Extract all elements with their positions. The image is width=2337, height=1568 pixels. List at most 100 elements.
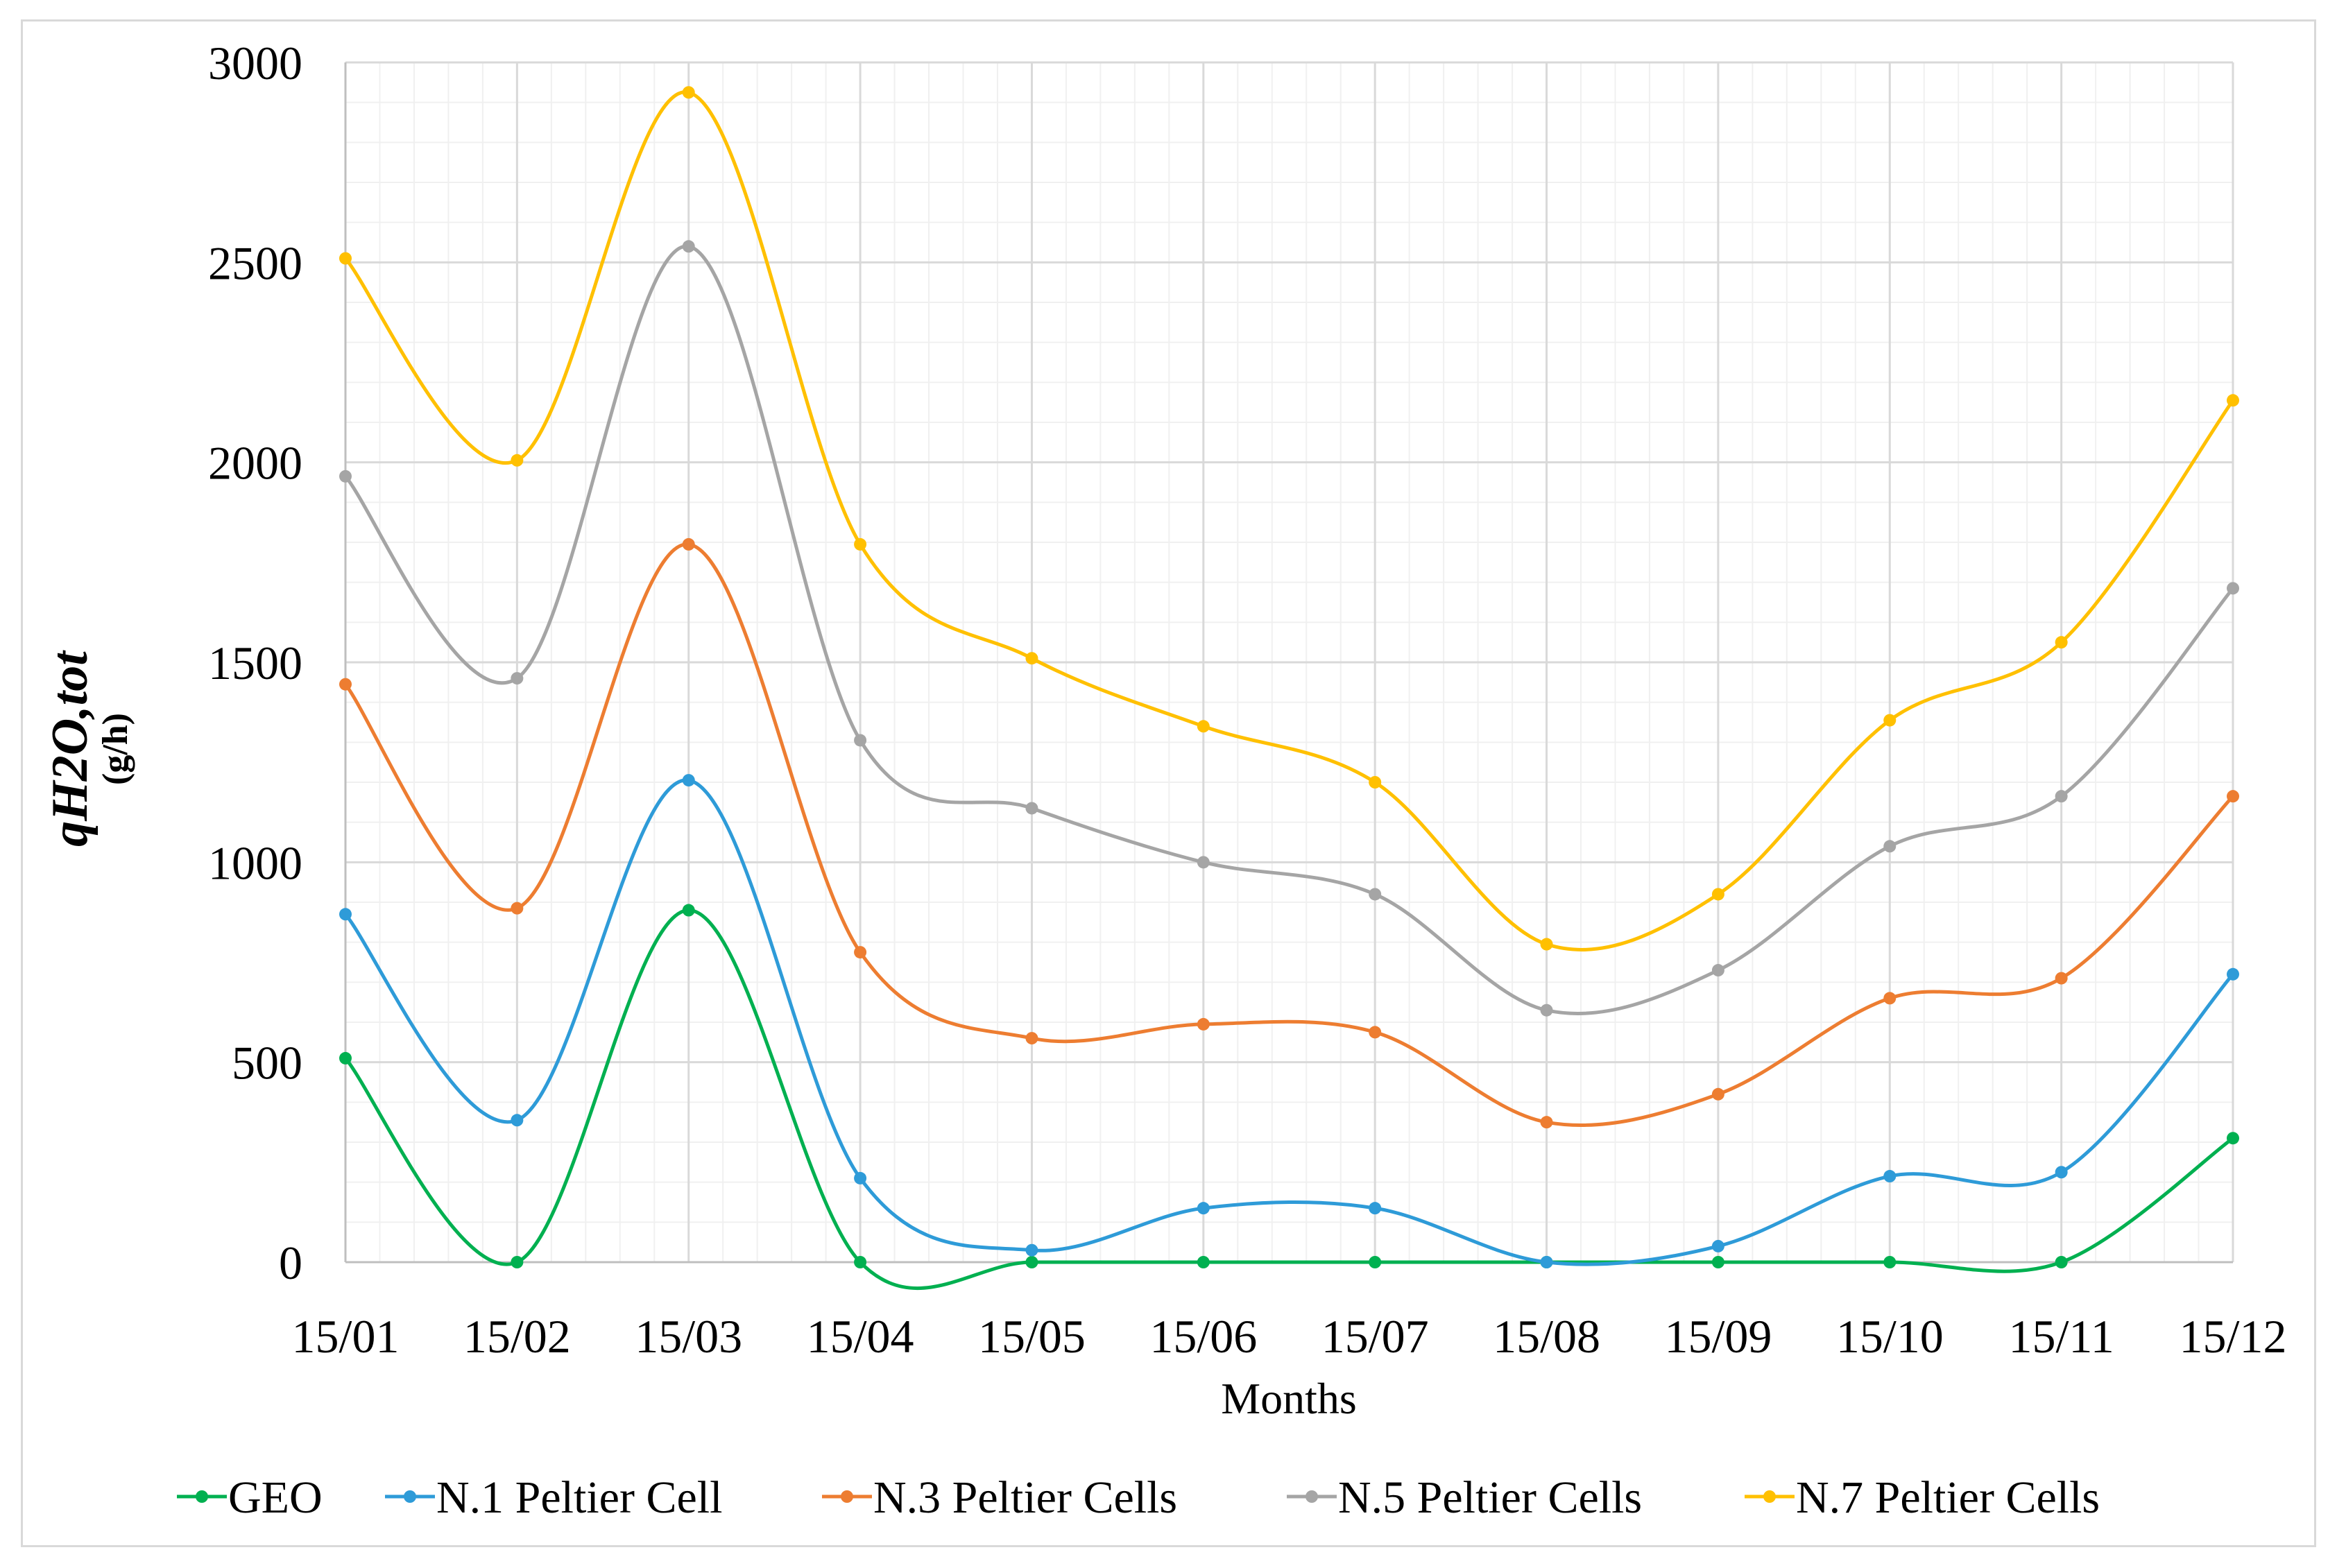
- series-0-point: [1197, 1256, 1210, 1268]
- series-3-point: [1025, 802, 1038, 815]
- series-2-point: [1883, 992, 1897, 1005]
- series-2-point: [1711, 1087, 1724, 1101]
- series-0-point: [1369, 1256, 1382, 1268]
- series-0-point: [682, 904, 695, 917]
- series-3-point: [1197, 856, 1210, 869]
- series-3-point: [854, 734, 867, 747]
- series-1-line: [344, 778, 2234, 1266]
- series-1-point: [511, 1114, 524, 1127]
- legend: GEO N.1 Peltier Cell N.3 Peltier Cells N.5 …: [177, 1472, 2100, 1523]
- series-1-point: [1883, 1170, 1897, 1183]
- series-4-point: [1369, 776, 1382, 789]
- series-0-point: [339, 1051, 352, 1065]
- series-4-point: [1883, 714, 1897, 727]
- y-tick-label: 1000: [208, 836, 302, 889]
- grid: [344, 61, 2234, 1264]
- series-1-point: [1025, 1243, 1038, 1257]
- y-tick-label: 2000: [208, 437, 302, 490]
- series-4-point: [339, 252, 352, 265]
- series-3-point: [682, 240, 695, 253]
- series-3-point: [339, 469, 352, 483]
- series-2-point: [1197, 1017, 1210, 1031]
- x-tick-label: 15/10: [1836, 1310, 1944, 1363]
- series-2-point: [1025, 1032, 1038, 1045]
- legend-item-1-label: N.1 Peltier Cell: [436, 1472, 722, 1523]
- legend-item-4-label: N.7 Peltier Cells: [1796, 1472, 2100, 1523]
- y-tick-label: 3000: [208, 37, 302, 89]
- series-4-point: [1540, 938, 1553, 951]
- series-4-point: [854, 537, 867, 551]
- legend-item-3-marker: [1306, 1490, 1318, 1503]
- series-2-point: [511, 902, 524, 915]
- series-3-line: [344, 244, 2234, 1016]
- series-4-point: [2227, 394, 2239, 407]
- series-0-point: [1883, 1256, 1897, 1268]
- series: [339, 86, 2239, 1291]
- x-tick-label: 15/09: [1664, 1310, 1772, 1363]
- series-4-point: [682, 86, 695, 99]
- y-tick-label: 2500: [208, 236, 302, 289]
- x-tick-label: 15/05: [978, 1310, 1086, 1363]
- series-4-line: [344, 90, 2235, 951]
- series-1-point: [1711, 1239, 1724, 1252]
- legend-item-1-marker: [404, 1490, 416, 1503]
- series-4-point: [511, 454, 524, 467]
- x-tick-label: 15/08: [1493, 1310, 1600, 1363]
- series-1-point: [854, 1171, 867, 1184]
- y-axis-title-main: qH2O,tot: [42, 650, 99, 847]
- series-1-point: [1369, 1202, 1382, 1215]
- series-3-point: [1711, 964, 1724, 977]
- legend-item-2-marker: [841, 1490, 853, 1503]
- x-axis-title: Months: [1221, 1374, 1357, 1423]
- series-2-point: [2227, 790, 2239, 803]
- legend-item-0-label: GEO: [228, 1472, 323, 1523]
- x-tick-label: 15/12: [2180, 1310, 2287, 1363]
- x-tick-label: 15/07: [1321, 1310, 1429, 1363]
- series-0-point: [2227, 1132, 2239, 1145]
- series-3-point: [1883, 840, 1897, 853]
- series-3-point: [511, 672, 524, 685]
- series-3-point: [1369, 888, 1382, 901]
- series-1-point: [2055, 1166, 2068, 1179]
- y-tick-label: 1500: [208, 637, 302, 689]
- series-3-point: [2055, 790, 2068, 803]
- y-axis-title: qH2O,tot (g/h): [42, 650, 135, 847]
- series-1-point: [2227, 967, 2239, 981]
- series-3-point: [1540, 1003, 1553, 1017]
- y-tick-label: 0: [279, 1237, 302, 1289]
- y-tick-label: 500: [232, 1037, 302, 1089]
- y-axis-title-unit: (g/h): [96, 713, 135, 785]
- series-0-line: [344, 908, 2234, 1291]
- series-4-point: [2055, 636, 2068, 649]
- series-2-point: [682, 537, 695, 551]
- series-3-point: [2227, 582, 2239, 595]
- legend-item-0-marker: [196, 1490, 208, 1503]
- series-1-point: [1540, 1256, 1553, 1268]
- series-4-point: [1197, 720, 1210, 733]
- legend-item-3-label: N.5 Peltier Cells: [1338, 1472, 1642, 1523]
- series-0-point: [1025, 1256, 1038, 1268]
- series-4-point: [1025, 652, 1038, 665]
- series-2-point: [854, 946, 867, 959]
- x-tick-label: 15/04: [807, 1310, 914, 1363]
- x-tick-label: 15/11: [2008, 1310, 2114, 1363]
- legend-item-2-label: N.3 Peltier Cells: [873, 1472, 1177, 1523]
- series-2-line: [344, 542, 2234, 1127]
- series-0-point: [511, 1256, 524, 1268]
- series-2-point: [339, 678, 352, 691]
- series-1-point: [339, 908, 352, 921]
- x-tick-label: 15/01: [292, 1310, 400, 1363]
- series-2-point: [1540, 1116, 1553, 1129]
- series-2-point: [1369, 1026, 1382, 1039]
- series-1-point: [1197, 1202, 1210, 1215]
- series-1-point: [682, 774, 695, 787]
- x-tick-label: 15/06: [1149, 1310, 1257, 1363]
- tick-labels: 0 500 1000 1500 2000 2500 3000 15/01 15/02 15/03 1…: [208, 37, 2286, 1363]
- legend-item-4-marker: [1763, 1490, 1776, 1503]
- x-tick-label: 15/02: [463, 1310, 571, 1363]
- x-tick-label: 15/03: [635, 1310, 742, 1363]
- series-0-point: [1711, 1256, 1724, 1268]
- series-2-point: [2055, 972, 2068, 985]
- series-4-point: [1711, 888, 1724, 901]
